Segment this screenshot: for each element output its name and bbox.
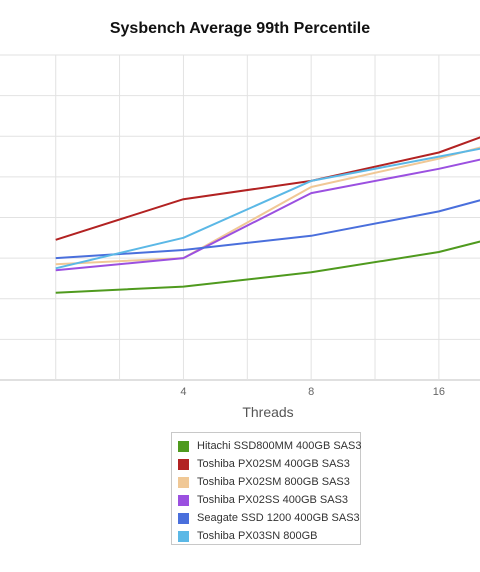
x-tick-labels: 4 8 16 <box>180 386 445 398</box>
series-line-1 <box>55 240 480 294</box>
legend-label: Seagate SSD 1200 400GB SAS3 <box>197 512 360 524</box>
legend-swatch <box>178 512 189 524</box>
chart-plot-area: 4 8 16 <box>0 54 480 398</box>
legend-item: Seagate SSD 1200 400GB SAS3 <box>178 509 360 527</box>
series-line-3 <box>55 146 480 266</box>
series-line-5 <box>55 199 480 260</box>
legend-swatch <box>178 530 189 542</box>
series-lines <box>55 136 480 294</box>
x-axis-label: Threads <box>242 404 294 420</box>
series-line-4 <box>55 158 480 272</box>
legend-label: Toshiba PX02SS 400GB SAS3 <box>197 494 349 506</box>
legend-label: Hitachi SSD800MM 400GB SAS3 <box>197 440 362 452</box>
legend-swatch <box>178 440 189 452</box>
series-line-6 <box>55 147 480 270</box>
legend-label: Toshiba PX03SN 800GB <box>197 530 318 542</box>
legend-item: Toshiba PX02SM 800GB SAS3 <box>178 473 360 491</box>
chart-title: Sysbench Average 99th Percentile <box>109 20 371 37</box>
legend-item: Toshiba PX02SS 400GB SAS3 <box>178 491 360 509</box>
legend-label: Toshiba PX02SM 400GB SAS3 <box>197 458 350 470</box>
legend-swatch <box>178 458 189 470</box>
legend-item: Toshiba PX02SM 400GB SAS3 <box>178 455 360 473</box>
legend: Hitachi SSD800MM 400GB SAS3 Toshiba PX02S… <box>171 432 361 545</box>
x-tick-label: 16 <box>433 386 445 398</box>
legend-item: Hitachi SSD800MM 400GB SAS3 <box>178 437 362 455</box>
legend-swatch <box>178 494 189 506</box>
legend-label: Toshiba PX02SM 800GB SAS3 <box>197 476 350 488</box>
legend-item: Toshiba PX03SN 800GB <box>178 527 360 545</box>
x-tick-label: 4 <box>180 386 186 398</box>
legend-swatch <box>178 476 189 488</box>
x-tick-label: 8 <box>308 386 314 398</box>
